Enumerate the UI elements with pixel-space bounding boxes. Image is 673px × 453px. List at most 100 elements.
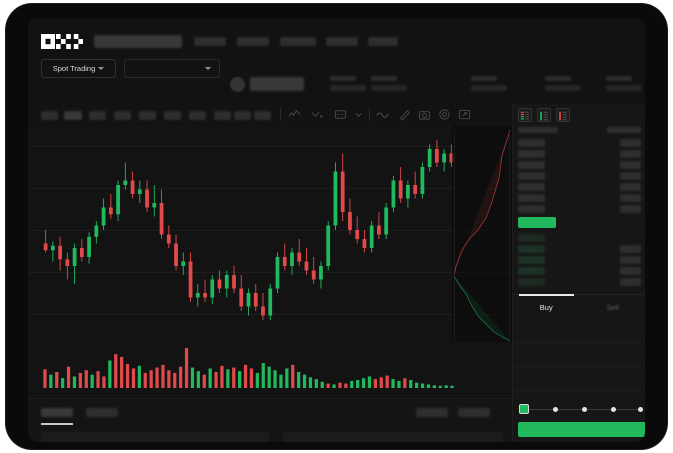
order-book-rows[interactable]	[513, 126, 645, 289]
slider-stop-50[interactable]	[582, 406, 587, 412]
toolbar-divider	[369, 108, 370, 121]
order-book-mode-switcher	[513, 104, 645, 126]
orderbook-last-price	[518, 217, 556, 228]
timeframe-8[interactable]	[214, 111, 231, 120]
orderbook-mode-both-icon[interactable]	[518, 108, 532, 122]
nav-item-4[interactable]	[326, 37, 358, 46]
slider-stop-100[interactable]	[638, 406, 643, 412]
bottom-content-right[interactable]	[283, 432, 503, 442]
slider-stop-75[interactable]	[611, 406, 616, 412]
volume-series	[43, 348, 454, 388]
trading-pair-dropdown[interactable]	[124, 59, 220, 78]
timeframe-2[interactable]	[64, 111, 82, 120]
device-screen: Spot Trading	[28, 18, 645, 442]
slider-stop-25[interactable]	[553, 406, 558, 412]
bottom-content-left[interactable]	[41, 432, 269, 442]
tablet-device-frame: Spot Trading	[6, 4, 667, 449]
bottom-tab-open-orders[interactable]	[41, 408, 73, 417]
timeframe-4[interactable]	[114, 111, 131, 120]
amount-field[interactable]	[513, 390, 645, 391]
draw-pencil-icon[interactable]	[398, 108, 411, 121]
bottom-action-2[interactable]	[458, 408, 490, 417]
indicators-icon[interactable]	[288, 108, 301, 121]
stat-label	[371, 76, 397, 81]
tab-buy[interactable]: Buy	[513, 294, 580, 320]
orderbook-bid-price[interactable]	[518, 278, 545, 286]
chart-gridline	[28, 272, 645, 273]
templates-icon[interactable]	[334, 108, 347, 121]
tab-sell[interactable]: Sell	[580, 295, 646, 320]
compare-icon[interactable]	[311, 108, 324, 121]
camera-icon[interactable]	[418, 108, 431, 121]
timeframe-5[interactable]	[139, 111, 156, 120]
nav-item-5[interactable]	[368, 37, 398, 46]
nav-item-2[interactable]	[237, 37, 269, 46]
orderbook-bid-amount[interactable]	[620, 256, 641, 264]
orderbook-mode-asks-icon[interactable]	[556, 108, 570, 122]
timeframe-3[interactable]	[89, 111, 106, 120]
chevron-down-icon[interactable]	[352, 108, 365, 121]
bottom-action-1[interactable]	[416, 408, 448, 417]
orderbook-ask-price[interactable]	[518, 161, 545, 169]
settings-gear-icon[interactable]	[438, 108, 451, 121]
submit-buy-button[interactable]	[518, 422, 645, 437]
chart-toolbar	[28, 104, 645, 126]
percent-slider[interactable]	[519, 404, 643, 414]
nav-item-1[interactable]	[194, 37, 226, 46]
orderbook-ask-amount[interactable]	[620, 194, 641, 202]
timeframe-9[interactable]	[234, 111, 251, 120]
timeframe-7[interactable]	[189, 111, 206, 120]
fullscreen-icon[interactable]	[458, 108, 471, 121]
bottom-tab-order-history[interactable]	[86, 408, 118, 417]
chevron-down-icon	[205, 67, 211, 70]
orderbook-column-header-price	[518, 127, 558, 133]
nav-item-3[interactable]	[280, 37, 316, 46]
orderbook-ask-amount[interactable]	[620, 161, 641, 169]
search-input[interactable]	[94, 35, 182, 48]
orderbook-ask-price[interactable]	[518, 150, 545, 158]
orderbook-ask-price[interactable]	[518, 194, 545, 202]
orderbook-mode-bids-icon[interactable]	[537, 108, 551, 122]
stat-label	[330, 76, 356, 81]
stat-value	[545, 85, 581, 91]
stat-24h-high	[371, 76, 407, 91]
orderbook-ask-amount[interactable]	[620, 139, 641, 147]
chart-gridline	[28, 146, 645, 147]
orderbook-bid-price[interactable]	[518, 267, 545, 275]
buy-sell-tabs: Buy Sell	[513, 294, 645, 320]
orderbook-ask-amount[interactable]	[620, 183, 641, 191]
orderbook-ask-amount[interactable]	[620, 172, 641, 180]
okx-logo-icon[interactable]	[41, 34, 83, 49]
orderbook-ask-price[interactable]	[518, 139, 545, 147]
slider-handle[interactable]	[519, 404, 529, 414]
orderbook-bid-price[interactable]	[518, 256, 545, 264]
spot-trading-dropdown[interactable]: Spot Trading	[41, 59, 116, 78]
order-book-panel: Buy Sell	[512, 104, 645, 442]
orderbook-ask-price[interactable]	[518, 205, 545, 213]
stat-value	[606, 85, 642, 91]
orderbook-ask-amount[interactable]	[620, 205, 641, 213]
toolbar-divider	[280, 108, 281, 121]
orderbook-bid-price[interactable]	[518, 234, 545, 242]
orderbook-ask-price[interactable]	[518, 183, 545, 191]
line-chart-icon[interactable]	[376, 108, 389, 121]
timeframe-1[interactable]	[41, 111, 58, 120]
stat-24h-volume-quote	[606, 76, 642, 91]
price-field[interactable]	[513, 366, 645, 367]
stat-24h-volume-base	[545, 76, 581, 91]
timeframe-10[interactable]	[254, 111, 271, 120]
orderbook-ask-price[interactable]	[518, 172, 545, 180]
spot-trading-label: Spot Trading	[52, 64, 96, 73]
orderbook-bid-amount[interactable]	[620, 278, 641, 286]
stat-value	[371, 85, 407, 91]
pair-price-display	[250, 77, 304, 91]
order-type-field[interactable]	[513, 342, 645, 343]
candlestick-series	[43, 140, 454, 320]
orderbook-bid-amount[interactable]	[620, 245, 641, 253]
stat-change	[330, 76, 366, 91]
orderbook-bid-price[interactable]	[518, 245, 545, 253]
timeframe-6[interactable]	[164, 111, 181, 120]
orderbook-ask-amount[interactable]	[620, 150, 641, 158]
orderbook-bid-amount[interactable]	[620, 267, 641, 275]
